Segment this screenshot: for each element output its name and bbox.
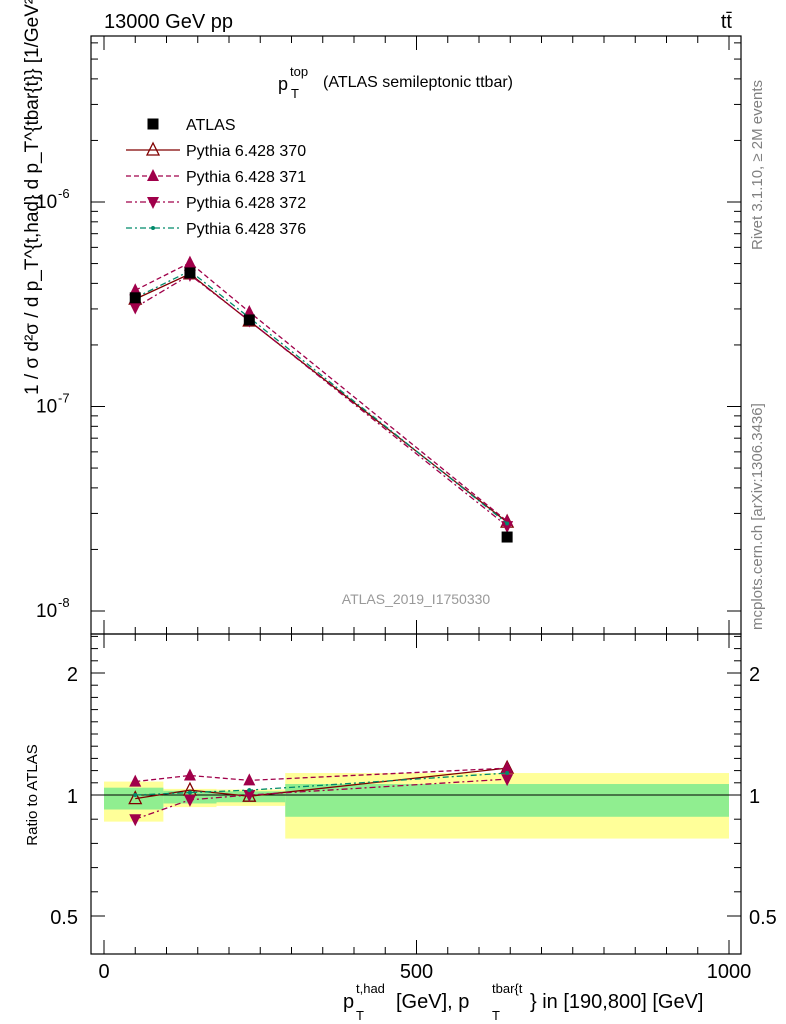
legend-marker [145, 141, 161, 156]
ratio-series-group [128, 759, 515, 827]
data-point [129, 292, 141, 304]
ratio-series-point [183, 794, 196, 807]
ratio-series-point [501, 761, 514, 774]
ratio-band-inner [104, 787, 164, 810]
xlabel-p1-sup: t,had [356, 981, 385, 996]
title-p: p [278, 74, 288, 94]
legend-marker [151, 226, 155, 230]
y-tick-label-exp: -7 [58, 391, 70, 406]
ratio-tick-label-right: 0.5 [749, 907, 777, 929]
ratio-series-point [128, 790, 143, 805]
process-label: tt̄ [721, 11, 733, 33]
rivet-version-label: Rivet 3.1.10, ≥ 2M events [749, 80, 766, 250]
ratio-series-point [505, 771, 510, 776]
collision-label: 13000 GeV pp [104, 11, 233, 33]
ratio-series-point [247, 788, 252, 793]
y-tick-label-base: 10 [36, 601, 57, 622]
legend-label: Pythia 6.428 372 [186, 195, 306, 212]
main-series-group [128, 255, 515, 543]
x-axis-label: p T t,had [GeV], p T tbar{t } in [190,80… [343, 981, 703, 1023]
main-series-line [134, 273, 508, 523]
ratio-tick-label-left: 0.5 [50, 907, 78, 929]
main-series-line [134, 274, 508, 527]
ratio-series-point [243, 773, 256, 786]
xlabel-p2-sup: tbar{t [492, 981, 523, 996]
xlabel-p1-sub: T [356, 1008, 364, 1023]
y-axis-label-text: 1 / σ d²σ / d p_T^{t,had} d p_T^{tbar{t}… [22, 0, 43, 395]
title-sub: T [291, 86, 299, 101]
x-axis-ticks: 0 500 1000 [98, 36, 751, 983]
y-tick-label-base: 10 [36, 397, 57, 418]
y-tick-label: 10 -7 [36, 391, 70, 418]
y-tick-label: 10 -6 [36, 186, 70, 213]
ratio-series-point [187, 790, 192, 795]
xlabel-mid: [GeV], p [396, 991, 469, 1013]
legend: ATLAS Pythia 6.428 370 Pythia 6.428 371 Pyt… [126, 117, 306, 238]
data-point [184, 267, 196, 279]
legend-label: Pythia 6.428 371 [186, 169, 306, 186]
legend-label: Pythia 6.428 370 [186, 143, 306, 160]
xlabel-p2-sub: T [492, 1008, 500, 1023]
ratio-y-axis-label: Ratio to ATLAS [24, 744, 41, 845]
ratio-series-line [135, 778, 508, 820]
main-series-point [129, 283, 142, 296]
ratio-uncertainty-bands [104, 773, 729, 839]
ratio-series-point [501, 774, 514, 787]
mcplots-label: mcplots.cern.ch [arXiv:1306.3436] [749, 403, 766, 630]
ratio-y-axis-ticks: 2 2 1 1 0.5 0.5 [50, 635, 777, 929]
title-sup: top [290, 64, 308, 79]
main-series-point [129, 302, 142, 315]
main-series-line [134, 270, 508, 524]
title-rest: (ATLAS semileptonic ttbar) [323, 74, 513, 91]
xlabel-p1: p [343, 991, 354, 1013]
x-tick-label: 500 [400, 961, 433, 983]
ratio-tick-label-left: 1 [67, 786, 78, 808]
data-point [243, 314, 255, 326]
legend-label-data: ATLAS [186, 117, 236, 134]
x-tick-label: 1000 [707, 961, 752, 983]
ratio-series-point [133, 793, 138, 797]
x-tick-label: 0 [98, 961, 109, 983]
main-y-axis-ticks: 10-610-710-8 [36, 42, 741, 622]
ratio-series-line [135, 767, 508, 783]
legend-marker [147, 169, 159, 181]
main-series-point [501, 521, 514, 534]
ratio-tick-label-right: 2 [749, 664, 760, 686]
main-series-point [243, 304, 256, 317]
legend-label: Pythia 6.428 376 [186, 221, 306, 238]
ratio-tick-label-left: 2 [67, 664, 78, 686]
main-series-point [505, 521, 510, 526]
legend-marker [147, 197, 159, 209]
legend-marker-data [147, 118, 159, 130]
ratio-series-point [183, 768, 196, 781]
y-axis-label: 1 / σ d²σ / d p_T^{t,had} d p_T^{tbar{t}… [22, 0, 43, 395]
y-tick-label-base: 10 [36, 192, 57, 213]
data-point [501, 531, 513, 543]
y-tick-label-exp: -6 [58, 186, 70, 201]
ratio-series-point [243, 790, 256, 802]
ratio-tick-label-right: 1 [749, 786, 760, 808]
ratio-series-line [135, 772, 508, 796]
plot-title: p top T (ATLAS semileptonic ttbar) [278, 64, 513, 101]
y-tick-label-exp: -8 [58, 595, 70, 610]
ratio-band-inner [285, 784, 729, 817]
main-series-point [183, 255, 196, 268]
ratio-series-point [129, 814, 142, 827]
analysis-label: ATLAS_2019_I1750330 [342, 591, 491, 607]
ratio-series-point [129, 774, 142, 787]
main-series-line [134, 261, 508, 522]
y-tick-label: 10 -8 [36, 595, 70, 622]
xlabel-end: } in [190,800] [GeV] [530, 991, 703, 1013]
